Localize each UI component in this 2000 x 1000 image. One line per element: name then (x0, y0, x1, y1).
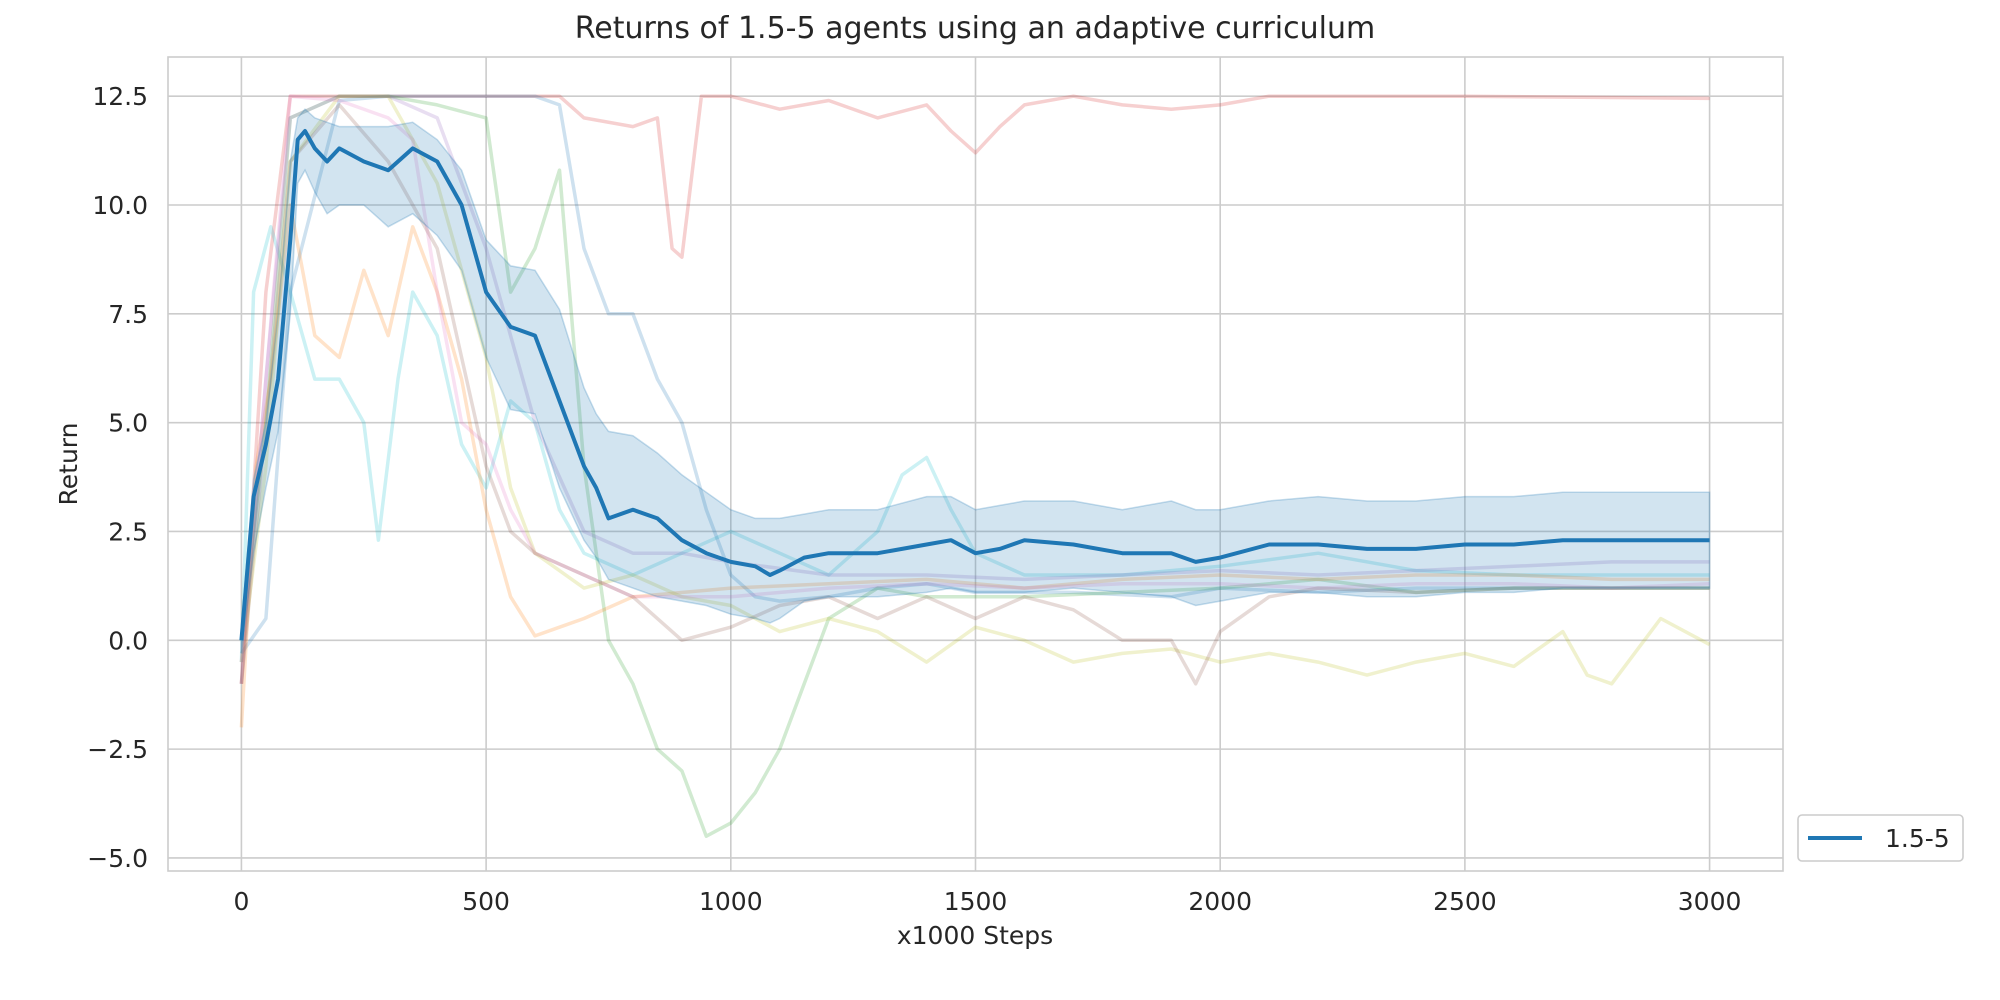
mean-series-layer (239, 129, 1710, 641)
x-tick-label: 2500 (1433, 887, 1497, 916)
legend-label: 1.5-5 (1885, 824, 1950, 853)
x-tick-label: 2000 (1188, 887, 1252, 916)
x-axis-label: x1000 Steps (897, 921, 1053, 950)
x-tick-label: 3000 (1678, 887, 1742, 916)
grid (168, 57, 1783, 871)
mean-series-line (239, 129, 1710, 641)
individual-run-line (239, 94, 1710, 684)
x-tick-label: 500 (462, 887, 510, 916)
x-tick-label: 1000 (699, 887, 763, 916)
y-tick-label: 7.5 (108, 300, 148, 329)
individual-run-line (239, 94, 1711, 686)
y-tick-label: −2.5 (87, 735, 148, 764)
legend: 1.5-5 (1797, 814, 1964, 862)
chart-title: Returns of 1.5-5 agents using an adaptiv… (575, 11, 1375, 46)
x-axis-ticks: 0 500 1000 1500 2000 2500 3000 (233, 887, 1741, 916)
y-tick-label: 12.5 (92, 82, 148, 111)
x-tick-label: 0 (233, 887, 249, 916)
y-tick-label: −5.0 (87, 844, 148, 873)
y-tick-label: 10.0 (92, 191, 148, 220)
y-axis-ticks: −5.0 −2.5 0.0 2.5 5.0 7.5 10.0 12.5 (87, 82, 148, 873)
plot-frame (167, 56, 1784, 872)
individual-run-line (239, 94, 1710, 663)
y-tick-label: 5.0 (108, 409, 148, 438)
y-axis-label: Return (54, 423, 83, 506)
legend-box (1797, 814, 1964, 862)
individual-run-line (239, 94, 1710, 655)
x-tick-label: 1500 (944, 887, 1008, 916)
individual-run-line (239, 94, 1710, 838)
individual-run-line (239, 225, 1710, 663)
y-tick-label: 2.5 (108, 517, 148, 546)
individual-run-line (239, 94, 1710, 684)
individual-run-line (239, 103, 1710, 686)
individual-run-line (239, 203, 1710, 728)
individual-runs (239, 94, 1711, 838)
y-tick-label: 0.0 (108, 626, 148, 655)
